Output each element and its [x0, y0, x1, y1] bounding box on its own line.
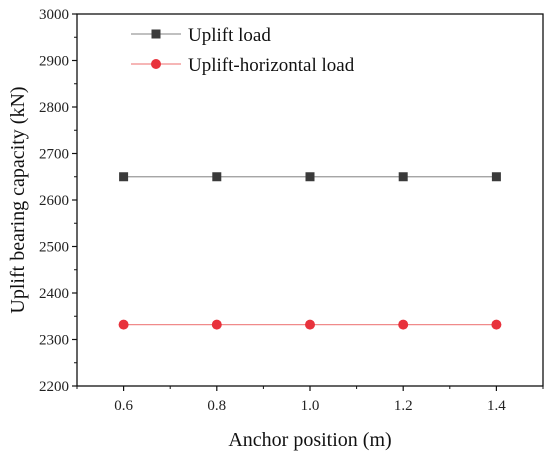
x-axis-title: Anchor position (m) [228, 429, 391, 451]
data-point [398, 319, 409, 330]
data-point [119, 172, 129, 182]
legend-marker [151, 59, 161, 69]
data-point [118, 319, 129, 330]
data-point [305, 319, 315, 330]
x-tick-label: 0.6 [114, 398, 133, 414]
y-tick-label: 2900 [39, 54, 69, 70]
data-point [491, 319, 502, 330]
legend: Uplift load Uplift-horizontal load [131, 25, 355, 76]
data-point [212, 172, 222, 182]
y-axis-title: Uplift bearing capacity (kN) [7, 86, 29, 313]
data-point [491, 172, 501, 182]
y-tick-label: 2200 [39, 379, 69, 395]
legend-label: Uplift load [188, 25, 271, 46]
series-2 [118, 319, 502, 330]
x-tick-label: 1.4 [487, 398, 506, 414]
y-tick-label: 3000 [39, 7, 69, 23]
legend-item: Uplift load [131, 25, 271, 46]
legend-item: Uplift-horizontal load [131, 55, 355, 76]
legend-marker [151, 29, 161, 39]
y-tick-label: 2600 [39, 193, 69, 209]
y-axis: 2200 2300 2400 2500 2600 2700 2800 2900 3000 [39, 7, 77, 395]
y-tick-label: 2400 [39, 286, 69, 302]
x-tick-label: 1.0 [301, 398, 320, 414]
y-tick-label: 2700 [39, 147, 69, 163]
y-tick-label: 2500 [39, 240, 69, 256]
legend-label: Uplift-horizontal load [188, 55, 355, 76]
y-tick-label: 2300 [39, 333, 69, 349]
series-1 [119, 172, 501, 182]
data-point [211, 319, 222, 330]
series-layer [118, 172, 502, 330]
x-axis: 0.6 0.8 1.0 1.2 1.4 [76, 386, 544, 414]
data-point [398, 172, 408, 182]
x-tick-label: 0.8 [207, 398, 226, 414]
x-tick-label: 1.2 [394, 398, 413, 414]
y-tick-label: 2800 [39, 100, 69, 116]
data-point [305, 172, 315, 182]
